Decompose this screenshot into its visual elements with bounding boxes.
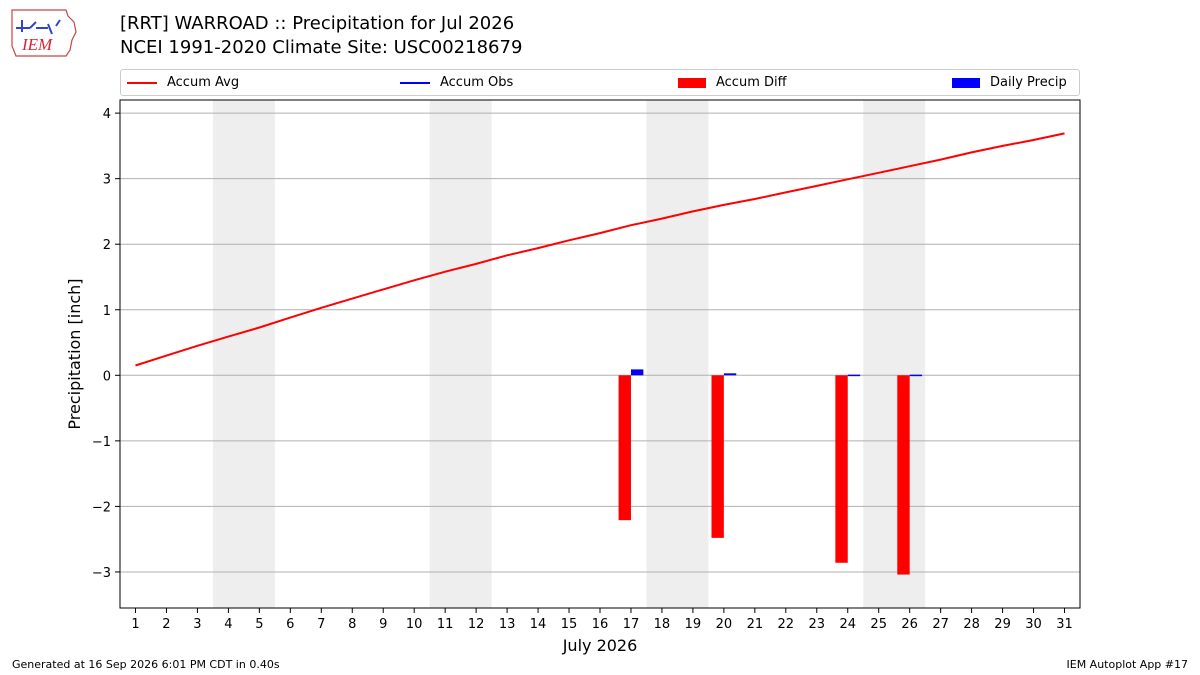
legend-swatch bbox=[400, 81, 430, 84]
x-tick-label: 12 bbox=[468, 617, 485, 632]
x-tick-label: 4 bbox=[224, 617, 232, 632]
y-tick-label: −1 bbox=[92, 435, 111, 450]
line-accum-avg bbox=[135, 132, 1065, 367]
weekend-shade bbox=[212, 100, 275, 608]
legend: Accum Avg Accum Obs Accum Diff Daily Pre… bbox=[120, 69, 1080, 96]
legend-label: Accum Obs bbox=[440, 75, 514, 90]
x-tick-label: 6 bbox=[286, 617, 294, 632]
x-tick-label: 25 bbox=[870, 617, 887, 632]
legend-label: Accum Diff bbox=[716, 75, 787, 90]
legend-label: Daily Precip bbox=[990, 75, 1067, 90]
bar-daily-precip bbox=[723, 373, 737, 376]
bar-daily-precip bbox=[847, 374, 861, 377]
x-tick-label: 3 bbox=[193, 617, 201, 632]
logo-text: IEM bbox=[21, 35, 53, 54]
y-tick-label: −3 bbox=[92, 566, 111, 581]
footer-generated: Generated at 16 Sep 2026 6:01 PM CDT in … bbox=[12, 658, 280, 671]
chart-subtitle: NCEI 1991-2020 Climate Site: USC00218679 bbox=[120, 37, 523, 58]
x-tick-label: 1 bbox=[131, 617, 139, 632]
legend-swatch bbox=[952, 77, 980, 88]
legend-item-daily-precip: Daily Precip bbox=[952, 70, 1067, 95]
legend-swatch bbox=[678, 77, 706, 88]
x-tick-label: 14 bbox=[530, 617, 547, 632]
x-axis-label: July 2026 bbox=[562, 636, 638, 655]
x-tick-label: 19 bbox=[685, 617, 702, 632]
x-tick-label: 2 bbox=[162, 617, 170, 632]
bar-daily-precip bbox=[630, 369, 644, 376]
weekend-shade bbox=[646, 100, 709, 608]
x-tick-label: 7 bbox=[317, 617, 325, 632]
x-tick-label: 16 bbox=[592, 617, 609, 632]
legend-label: Accum Avg bbox=[167, 75, 240, 90]
y-tick-label: 0 bbox=[103, 369, 111, 384]
y-tick-label: 1 bbox=[103, 304, 111, 319]
x-tick-label: 5 bbox=[255, 617, 263, 632]
x-tick-label: 8 bbox=[348, 617, 356, 632]
bar-accum-diff bbox=[618, 375, 631, 521]
bar-daily-precip bbox=[909, 374, 923, 377]
x-tick-label: 18 bbox=[654, 617, 671, 632]
y-tick-label: 4 bbox=[103, 107, 111, 122]
x-tick-label: 10 bbox=[406, 617, 423, 632]
iem-logo: IEM bbox=[11, 9, 77, 57]
y-axis-label: Precipitation [inch] bbox=[65, 278, 84, 429]
bar-accum-diff bbox=[835, 375, 848, 563]
x-tick-label: 20 bbox=[716, 617, 733, 632]
bar-accum-diff bbox=[711, 375, 724, 538]
x-tick-label: 31 bbox=[1056, 617, 1073, 632]
y-tick-label: 2 bbox=[103, 238, 111, 253]
x-tick-label: 29 bbox=[994, 617, 1011, 632]
bar-accum-diff bbox=[897, 375, 910, 575]
x-tick-label: 30 bbox=[1025, 617, 1042, 632]
x-tick-label: 15 bbox=[561, 617, 578, 632]
legend-item-accum-diff: Accum Diff bbox=[678, 70, 787, 95]
x-tick-label: 22 bbox=[778, 617, 795, 632]
weekend-shade bbox=[863, 100, 926, 608]
chart-title: [RRT] WARROAD :: Precipitation for Jul 2… bbox=[120, 13, 515, 34]
x-tick-label: 24 bbox=[839, 617, 856, 632]
x-tick-label: 17 bbox=[623, 617, 640, 632]
x-tick-label: 23 bbox=[809, 617, 826, 632]
footer-app: IEM Autoplot App #17 bbox=[1066, 658, 1189, 671]
x-tick-label: 26 bbox=[901, 617, 918, 632]
y-tick-label: −2 bbox=[92, 500, 111, 515]
legend-item-accum-obs: Accum Obs bbox=[400, 70, 513, 95]
x-tick-label: 21 bbox=[747, 617, 764, 632]
x-tick-label: 27 bbox=[932, 617, 949, 632]
legend-item-accum-avg: Accum Avg bbox=[127, 70, 239, 95]
y-tick-label: 3 bbox=[103, 173, 111, 188]
x-tick-label: 9 bbox=[379, 617, 387, 632]
x-tick-label: 13 bbox=[499, 617, 516, 632]
weekend-shade bbox=[429, 100, 492, 608]
x-tick-label: 28 bbox=[963, 617, 980, 632]
x-tick-label: 11 bbox=[437, 617, 454, 632]
legend-swatch bbox=[127, 81, 157, 84]
